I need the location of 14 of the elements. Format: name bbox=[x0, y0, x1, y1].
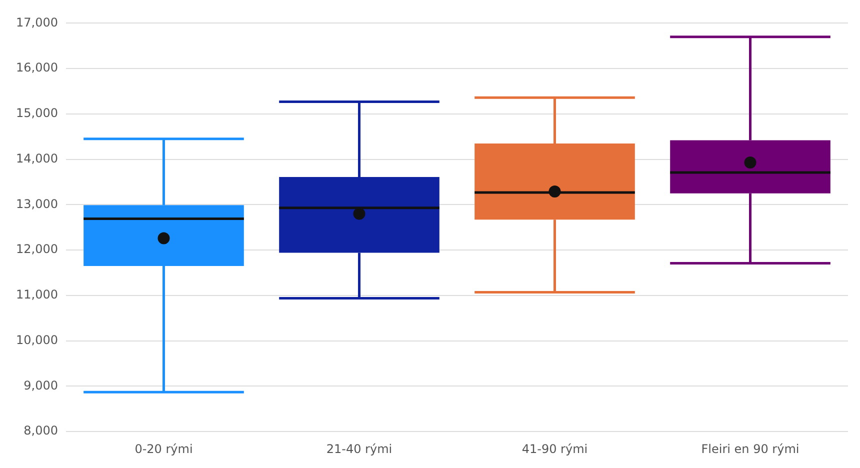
y-tick-label: 11,000 bbox=[16, 288, 58, 302]
x-tick-label: 0-20 rými bbox=[134, 442, 193, 456]
x-tick-label: 21-40 rými bbox=[326, 442, 392, 456]
y-tick-label: 10,000 bbox=[16, 332, 58, 347]
y-tick-label: 13,000 bbox=[16, 196, 58, 211]
y-tick-label: 14,000 bbox=[16, 151, 58, 166]
y-tick-label: 12,000 bbox=[16, 242, 58, 256]
y-tick-label: 16,000 bbox=[16, 60, 58, 75]
y-tick-label: 8,000 bbox=[24, 424, 58, 438]
y-tick-label: 9,000 bbox=[24, 378, 58, 392]
x-tick-label: 41-90 rými bbox=[522, 442, 588, 456]
y-tick-label: 17,000 bbox=[16, 15, 58, 30]
y-tick-label: 15,000 bbox=[16, 106, 58, 120]
x-tick-label: Fleiri en 90 rými bbox=[701, 442, 800, 456]
